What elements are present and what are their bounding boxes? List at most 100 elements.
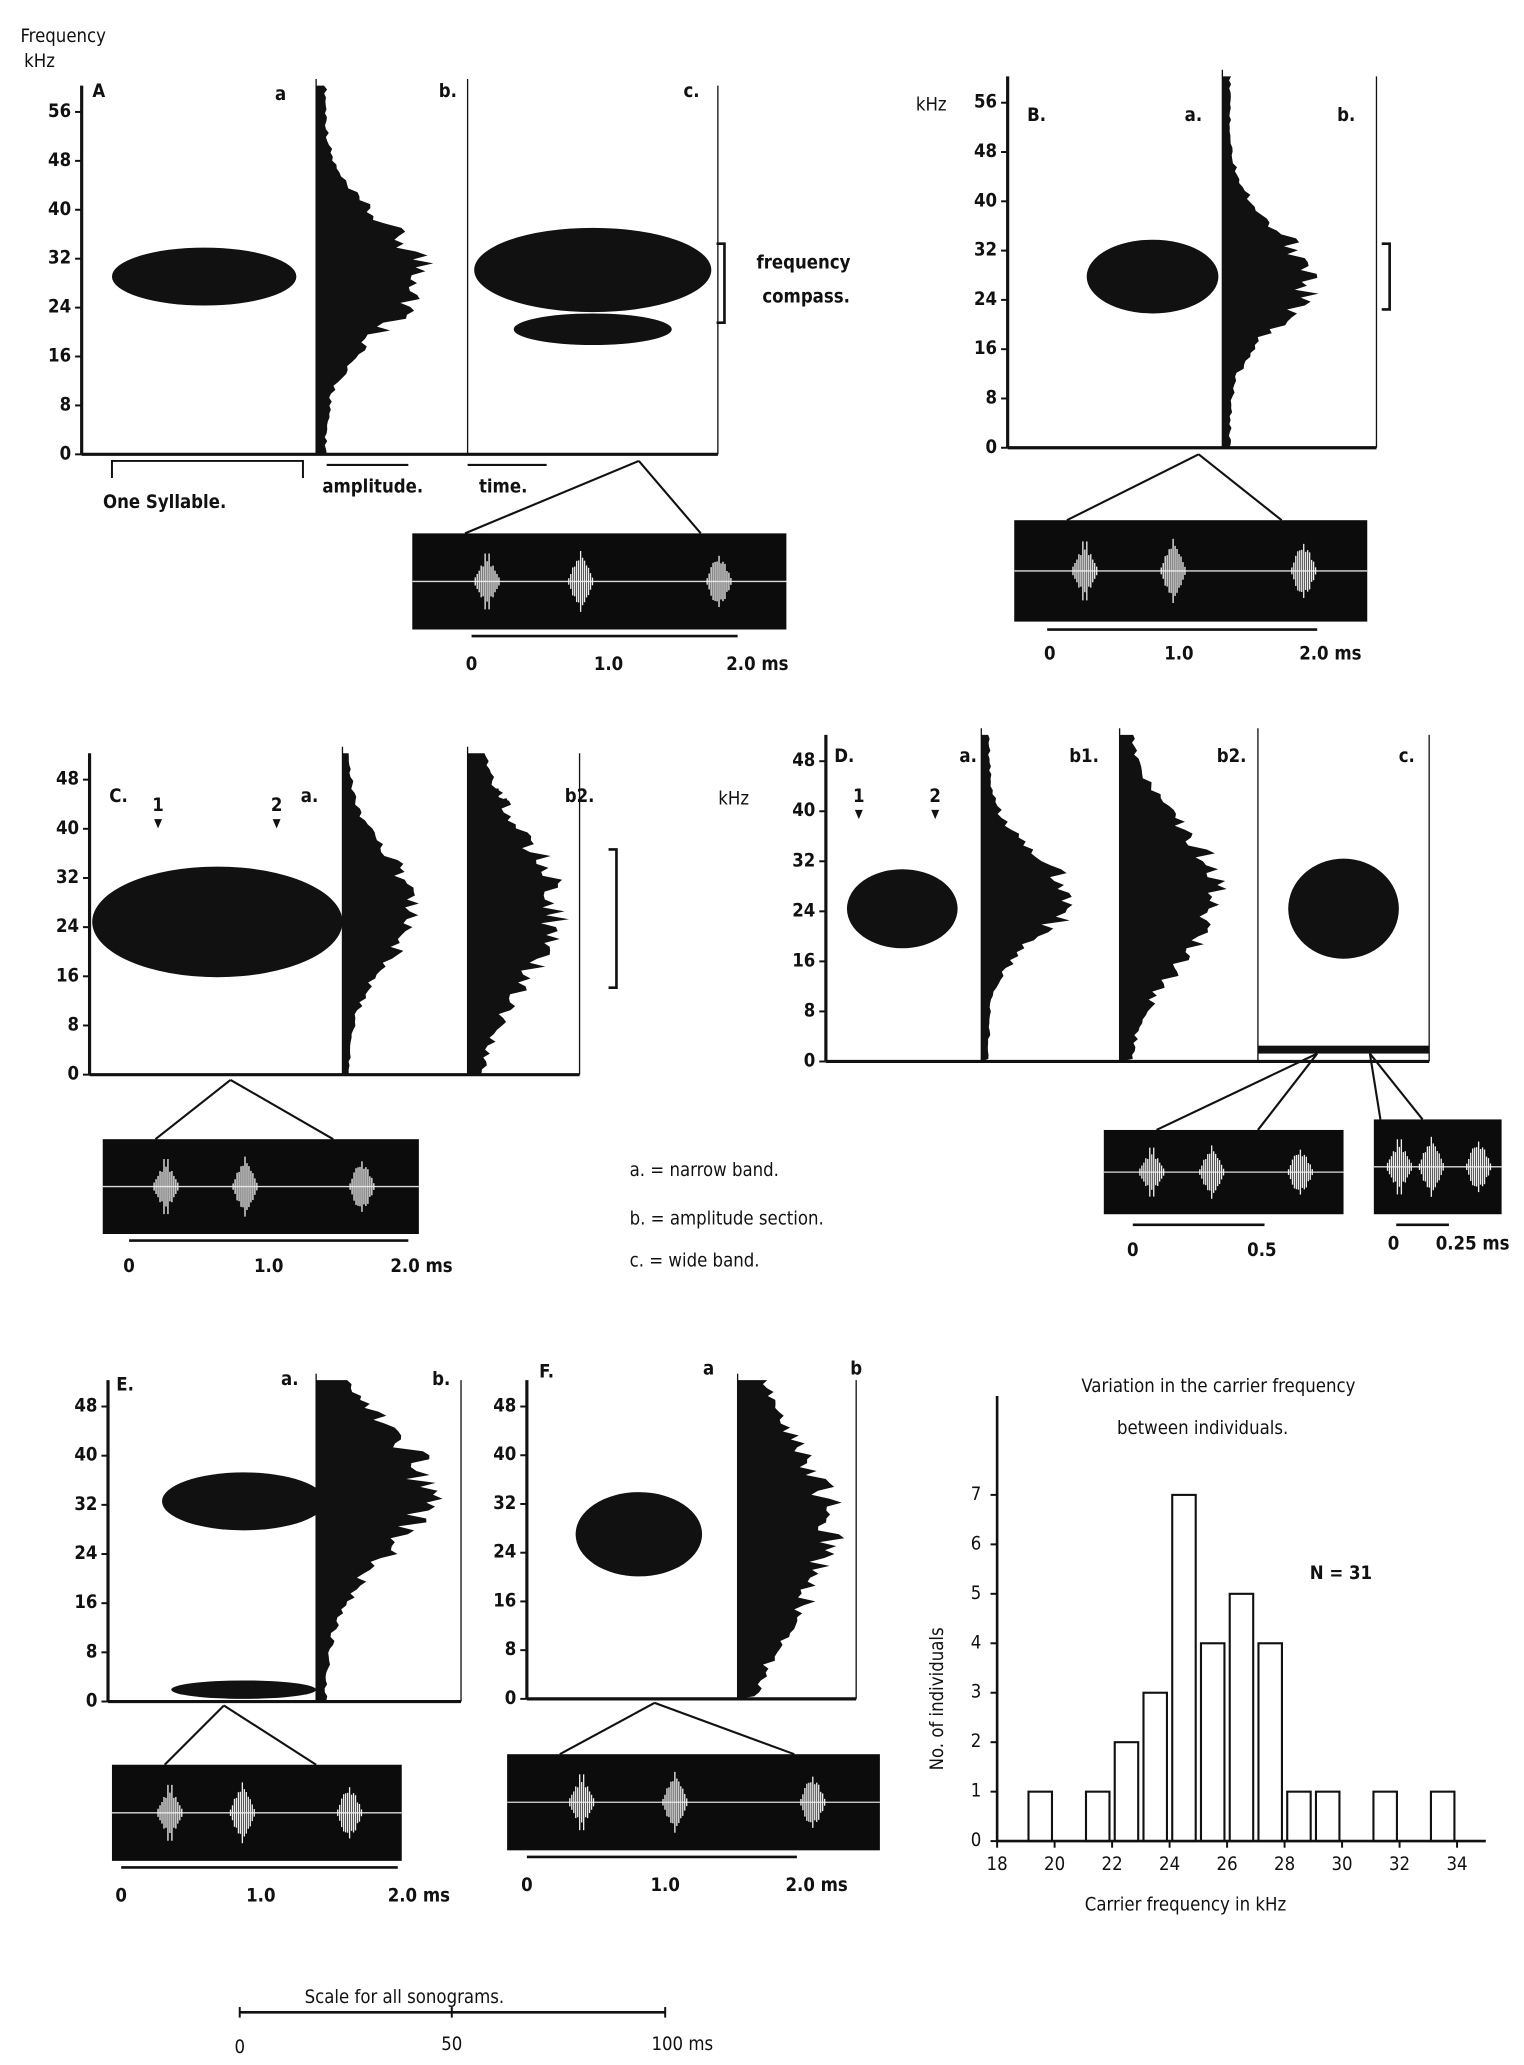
rule — [1197, 453, 1283, 522]
x-tick-label: 18 — [987, 1854, 1008, 1875]
scale-label: 0 — [234, 2037, 245, 2058]
panel-label: B. — [1027, 105, 1046, 126]
bar — [1314, 1790, 1341, 1843]
y-tick-label: 16 — [48, 346, 71, 367]
y-tick-label: 24 — [74, 1543, 97, 1564]
scale-label: 0.5 — [1247, 1240, 1276, 1261]
scale-title: Scale for all sonograms. — [305, 1987, 505, 2008]
marker: 2 — [271, 795, 283, 816]
chart-title: Variation in the carrier frequency — [1081, 1376, 1355, 1397]
sub-label: a. — [959, 746, 976, 767]
annotation: N = 31 — [1310, 1563, 1372, 1584]
y-tick-label: 56 — [974, 92, 997, 113]
bar — [1199, 1642, 1226, 1843]
scale-label: 0 — [1388, 1234, 1400, 1255]
y-tick-label: 24 — [792, 900, 815, 921]
scale-label: 1.0 — [594, 654, 623, 675]
rule — [154, 1079, 232, 1141]
bracket — [608, 848, 618, 990]
y-tick-label: 1 — [971, 1781, 982, 1802]
sub-label: b. — [439, 81, 457, 102]
panel-label: C. — [109, 786, 127, 807]
amplitude-section — [316, 85, 434, 455]
band — [1257, 1045, 1430, 1054]
sub-label: a — [703, 1359, 714, 1380]
bar — [1429, 1790, 1456, 1843]
y-tick-label: 32 — [56, 867, 79, 888]
y-tick-label: 48 — [48, 150, 71, 171]
bar — [1084, 1790, 1111, 1843]
y-tick-label: 32 — [74, 1494, 97, 1515]
sub-label: a. — [1185, 105, 1202, 126]
amplitude-section — [316, 1380, 443, 1702]
y-tick-label: 0 — [971, 1830, 982, 1851]
amplitude-section — [467, 753, 570, 1075]
syllable-bracket — [110, 459, 304, 479]
x-tick-label: 20 — [1044, 1854, 1065, 1875]
scale-label: 0 — [466, 654, 478, 675]
sonogram — [1288, 858, 1399, 959]
y-tick-label: 7 — [971, 1484, 982, 1505]
note: frequency — [757, 252, 851, 273]
scale-label: 1.0 — [650, 1875, 679, 1896]
arrow — [154, 819, 163, 829]
y-tick-label: 56 — [48, 101, 71, 122]
scale-label: 2.0 ms — [390, 1256, 452, 1277]
rule — [223, 1704, 317, 1766]
y-tick-label: 0 — [67, 1064, 79, 1085]
note: One Syllable. — [103, 492, 226, 513]
bar — [1257, 1642, 1283, 1843]
x-tick-label: 24 — [1159, 1854, 1180, 1875]
y-tick-label: 32 — [493, 1493, 516, 1514]
y-tick-label: 0 — [986, 437, 998, 458]
y-tick-label: 32 — [792, 850, 815, 871]
chart-title: between individuals. — [1117, 1418, 1288, 1439]
rule — [229, 1078, 334, 1141]
x-tick-label: 30 — [1332, 1854, 1353, 1875]
y-tick-label: 8 — [86, 1641, 98, 1662]
rule — [464, 459, 640, 535]
y-tick-label: 24 — [48, 297, 71, 318]
y-tick-label: 6 — [971, 1533, 982, 1554]
marker: 2 — [929, 786, 941, 807]
y-tick-label: 48 — [74, 1396, 97, 1417]
y-tick-label: 32 — [48, 248, 71, 269]
y-tick-label: 0 — [60, 443, 72, 464]
y-tick-label: 8 — [60, 394, 72, 415]
y-tick-label: 48 — [56, 769, 79, 790]
scale-label: 2.0 ms — [786, 1875, 848, 1896]
bar — [1171, 1493, 1197, 1843]
sub-label: a — [275, 84, 286, 105]
scale-label: 50 — [441, 2034, 462, 2055]
bar — [1286, 1790, 1312, 1843]
bar — [1228, 1592, 1255, 1843]
y-tick-label: 40 — [74, 1445, 97, 1466]
sub-label: b1. — [479, 786, 509, 807]
y-tick-label: 24 — [493, 1542, 516, 1563]
amplitude-section — [981, 734, 1073, 1062]
marker: 1 — [152, 795, 164, 816]
legend-item: b. = amplitude section. — [630, 1209, 824, 1230]
y-tick-label: 16 — [974, 338, 997, 359]
scale-label: 1.0 — [1164, 644, 1193, 665]
bracket — [1381, 242, 1391, 311]
y-tick-label: 5 — [971, 1583, 982, 1604]
y-tick-label: 4 — [971, 1632, 982, 1653]
sub-label: a. — [281, 1369, 298, 1390]
sub-label: b. — [432, 1369, 450, 1390]
axis-label: kHz — [916, 94, 947, 115]
y-tick-label: 8 — [804, 1000, 816, 1021]
amplitude-section — [1119, 734, 1227, 1062]
rule — [1369, 1052, 1424, 1121]
y-tick-label: 40 — [48, 199, 71, 220]
y-tick-label: 0 — [86, 1691, 98, 1712]
y-tick-label: 0 — [804, 1050, 816, 1071]
sub-label: c. — [683, 81, 699, 102]
y-tick-label: 48 — [493, 1396, 516, 1417]
rule — [1156, 1052, 1318, 1131]
scale-label: 2.0 ms — [388, 1885, 450, 1906]
sonogram — [1086, 239, 1219, 314]
y-tick-label: 48 — [792, 750, 815, 771]
